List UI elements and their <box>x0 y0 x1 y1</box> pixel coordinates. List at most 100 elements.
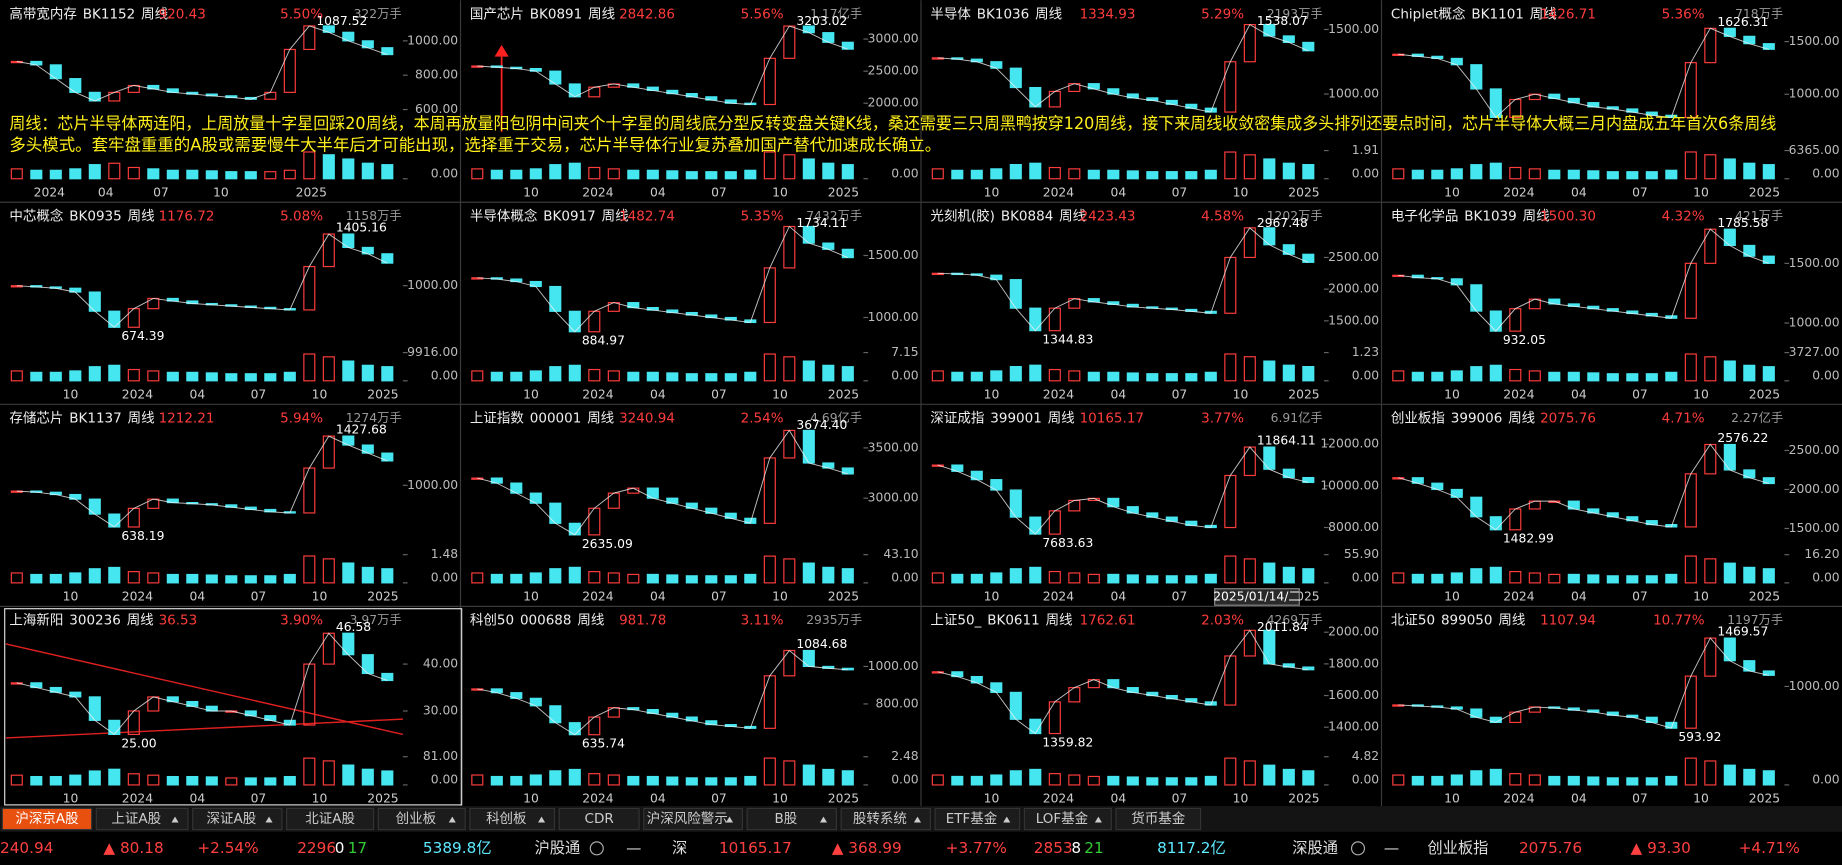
candle <box>1489 88 1502 118</box>
tab[interactable] <box>377 807 466 831</box>
tab-label[interactable]: 北证A股 <box>305 811 355 827</box>
volume-bar <box>1204 775 1217 786</box>
tab-arrow[interactable] <box>448 816 456 823</box>
candle <box>1302 253 1315 263</box>
tab-label[interactable]: 上证A股 <box>111 811 161 827</box>
tab-label[interactable]: 沪深京A股 <box>15 811 79 827</box>
tab-arrow[interactable] <box>1003 816 1011 823</box>
y-tick-label: 1500.00 <box>868 248 919 262</box>
high-label: 11864.11 <box>1257 434 1316 448</box>
annotation-arrowhead <box>494 44 509 57</box>
chart-panel[interactable]: 上证指数 000001 周线 3240.94 2.54% 4.69亿手 3500.00 300… <box>470 410 919 604</box>
volume-bar <box>568 162 581 180</box>
tab-label[interactable]: LOF基金 <box>1036 810 1089 827</box>
volume-bar <box>264 373 277 382</box>
tab-label[interactable]: 沪深风险警示 <box>647 811 728 827</box>
tab[interactable] <box>558 807 640 831</box>
tab-label[interactable]: B股 <box>775 811 798 827</box>
vol-tick-label: 16.20 <box>1804 547 1839 561</box>
candle <box>1029 307 1042 332</box>
chart-panel[interactable]: 上海新阳 300236 周线 36.53 3.90% 3.97万手 40.00 30.00 46… <box>9 612 458 805</box>
volume-bar <box>1548 169 1561 180</box>
tab[interactable] <box>95 807 189 831</box>
vol-tick-label: 2.48 <box>891 749 918 763</box>
x-tick-label: 07 <box>1172 792 1188 806</box>
tab-arrow[interactable] <box>913 816 921 823</box>
vol-tick-label: 0.00 <box>1812 773 1840 787</box>
chart-panel[interactable]: 存储芯片 BK1137 周线 1212.21 5.94% 1274万手 1000.00 142… <box>9 410 458 603</box>
volume-bar <box>1626 575 1639 584</box>
volume-bar <box>802 158 815 180</box>
chart-panel[interactable]: 创业板指 399006 周线 2075.76 4.71% 2.27亿手 2500.00 200… <box>1391 410 1840 604</box>
info-icon[interactable] <box>1350 841 1366 856</box>
x-tick-label: 04 <box>1571 589 1587 603</box>
chart-panel[interactable]: 上证50_ BK0611 周线 1762.61 2.03% 4269万手 2000.00 18… <box>930 612 1379 805</box>
info-icon[interactable] <box>589 841 604 856</box>
tab[interactable] <box>643 807 744 831</box>
tab[interactable] <box>934 807 1021 831</box>
tab-arrow[interactable] <box>538 816 546 823</box>
volume-bar <box>1126 776 1139 786</box>
change: 3.90% <box>280 612 323 628</box>
vol-tick-label: 1.23 <box>1352 345 1379 359</box>
tab-label[interactable]: 深证A股 <box>207 811 257 827</box>
tab-label[interactable]: CDR <box>585 811 614 827</box>
chart-panel[interactable]: 中芯概念 BK0935 周线 1176.72 5.08% 1158万手 1000.00 140… <box>9 207 458 401</box>
board-code: BK1137 <box>69 410 121 426</box>
tab[interactable] <box>469 807 556 831</box>
volume: 322万手 <box>354 7 402 21</box>
tab-label[interactable]: 股转系统 <box>853 811 907 827</box>
panel-header: 北证50 899050 周线 <box>1391 612 1525 628</box>
candle <box>108 513 121 528</box>
tab[interactable] <box>286 807 375 831</box>
status-item: ▲ 368.99 <box>832 839 902 857</box>
volume-bar <box>666 776 679 786</box>
volume-bar <box>471 370 484 382</box>
tab-label[interactable]: 创业板 <box>396 811 437 827</box>
x-tick-label: 04 <box>1111 185 1127 199</box>
volume-bar <box>951 371 964 382</box>
tab[interactable] <box>1115 807 1202 831</box>
volume-bar <box>1411 169 1424 180</box>
tab-arrow[interactable] <box>1094 816 1102 823</box>
status-item: 2075.76 <box>1519 839 1582 857</box>
tab-arrow[interactable] <box>819 816 828 823</box>
volume-bar <box>244 171 257 180</box>
tab-label[interactable]: ETF基金 <box>946 810 998 827</box>
volume: 718万手 <box>1735 7 1783 21</box>
tab-arrow[interactable] <box>171 816 179 823</box>
tab-arrow[interactable] <box>265 816 273 823</box>
close-line <box>937 446 1309 535</box>
tab[interactable] <box>1023 807 1112 831</box>
tab[interactable] <box>746 807 838 831</box>
high-label: 1084.68 <box>796 637 847 651</box>
close-line <box>477 225 848 333</box>
volume-bar <box>970 775 983 786</box>
vol-tick-label: 0.00 <box>431 167 459 181</box>
chart-panel[interactable]: 北证50 899050 周线 1107.94 10.77% 1197万手 1000.00 14… <box>1391 612 1840 805</box>
tab[interactable] <box>192 807 283 831</box>
tab-label[interactable]: 科创板 <box>486 811 527 827</box>
chart-panel[interactable]: 科创50 000688 周线 981.78 3.11% 2935万手 1000.00 800.… <box>470 612 919 805</box>
y-tick-label: 1000.00 <box>1328 87 1379 101</box>
tab-label[interactable]: 货币基金 <box>1131 810 1185 827</box>
tab-arrow[interactable] <box>725 816 734 823</box>
candle <box>1470 284 1483 312</box>
volume-bar <box>529 572 542 584</box>
chart-panel[interactable]: 深证成指 399001 周线 10165.17 3.77% 6.91亿手 12000.00 1… <box>930 410 1379 606</box>
tab[interactable] <box>1 807 93 831</box>
volume-bar <box>685 777 698 786</box>
volume-bar <box>88 770 101 786</box>
volume-bar <box>1684 555 1697 584</box>
tab[interactable] <box>840 807 931 831</box>
chart-panel[interactable]: 半导体 BK1036 周线 1334.93 5.29% 2193万手 1500.00 1000… <box>930 6 1379 199</box>
volume-bar <box>1029 768 1042 786</box>
candle <box>1489 310 1502 332</box>
volume-bar <box>1126 574 1139 584</box>
chart-panel[interactable]: 国产芯片 BK0891 周线 2842.86 5.56% 1.17亿手 3000.00 250… <box>470 6 919 200</box>
